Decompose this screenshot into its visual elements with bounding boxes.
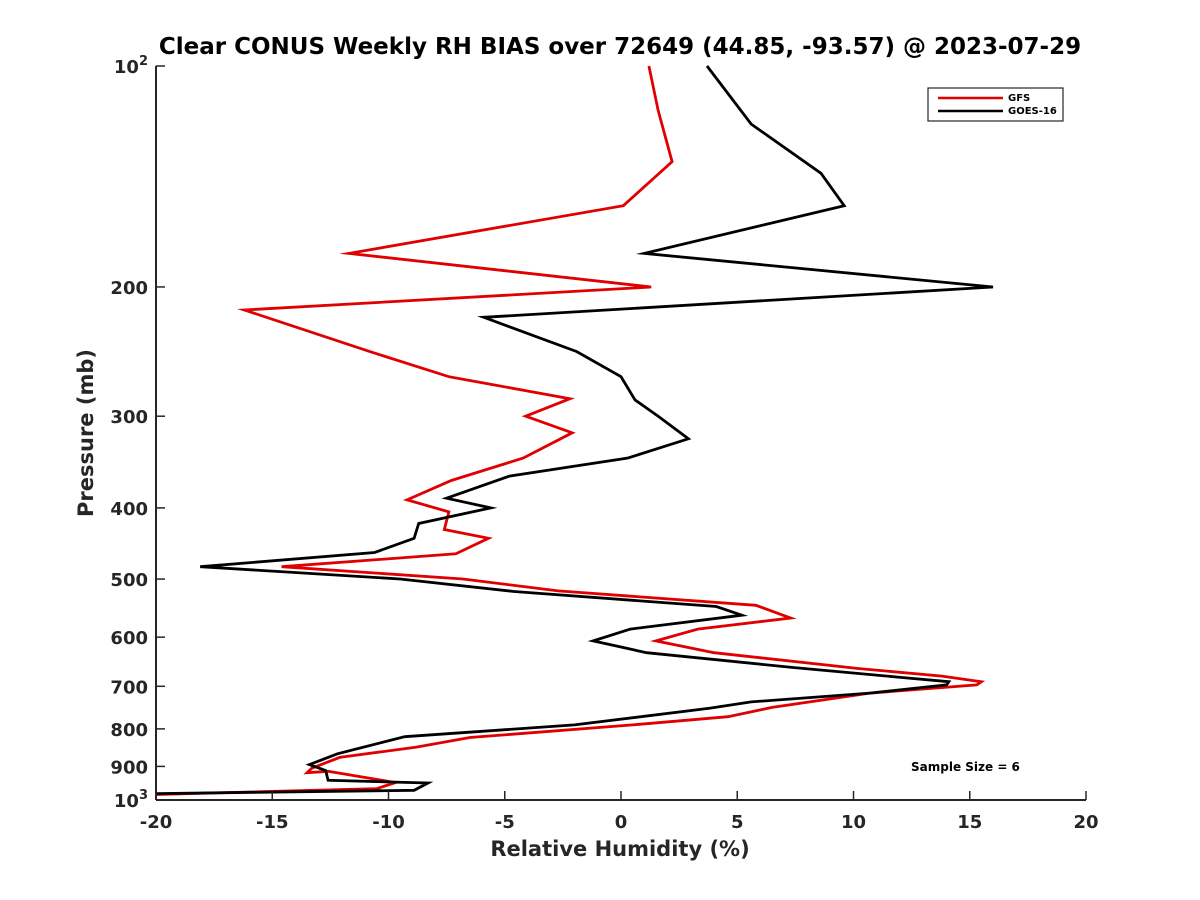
y-tick-label-base: 10 — [114, 57, 139, 78]
x-tick-label: -20 — [140, 812, 173, 833]
y-tick-label-base: 500 — [110, 570, 148, 591]
y-tick-label-base: 10 — [114, 791, 139, 812]
y-tick-label: 600 — [110, 628, 148, 649]
y-tick-label-exponent: 2 — [139, 54, 148, 69]
x-tick-label: 10 — [841, 812, 866, 833]
series-line-gfs — [155, 65, 986, 796]
y-tick-label: 200 — [110, 278, 148, 299]
y-tick-label-base: 600 — [110, 628, 148, 649]
y-tick-label-base: 200 — [110, 278, 148, 299]
x-axis-ticks: -20 -15 -10 -5 0 5 10 15 20 — [140, 791, 1099, 833]
x-tick-label: -15 — [256, 812, 289, 833]
y-tick-label-base: 800 — [110, 720, 148, 741]
y-tick-label: 400 — [110, 499, 148, 520]
y-tick-label: 500 — [110, 570, 148, 591]
y-tick-label: 102 — [114, 54, 148, 78]
y-axis-label: Pressure (mb) — [74, 349, 98, 517]
series-line-goes16 — [155, 65, 994, 795]
x-tick-label: -10 — [372, 812, 405, 833]
legend: GFS GOES-16 — [927, 87, 1064, 122]
x-tick-label: 15 — [957, 812, 982, 833]
y-tick-label: 300 — [110, 407, 148, 428]
chart-title: Clear CONUS Weekly RH BIAS over 72649 (4… — [159, 34, 1081, 60]
legend-box — [927, 87, 1064, 122]
y-tick-label: 900 — [110, 757, 148, 778]
plot-area — [155, 65, 994, 796]
y-tick-label-base: 700 — [110, 677, 148, 698]
y-tick-label: 103 — [114, 788, 148, 812]
y-tick-label-base: 900 — [110, 757, 148, 778]
x-tick-label: -5 — [495, 812, 515, 833]
legend-label-gfs: GFS — [1008, 93, 1030, 104]
x-tick-label: 0 — [615, 812, 628, 833]
sample-size-annotation: Sample Size = 6 — [911, 760, 1020, 774]
y-tick-label: 800 — [110, 720, 148, 741]
y-tick-label-exponent: 3 — [139, 788, 148, 803]
x-axis-label: Relative Humidity (%) — [490, 837, 749, 861]
y-tick-label-base: 300 — [110, 407, 148, 428]
legend-label-goes16: GOES-16 — [1008, 106, 1057, 117]
y-tick-label-base: 400 — [110, 499, 148, 520]
x-tick-label: 20 — [1073, 812, 1098, 833]
x-tick-label: 5 — [731, 812, 744, 833]
y-tick-label: 700 — [110, 677, 148, 698]
